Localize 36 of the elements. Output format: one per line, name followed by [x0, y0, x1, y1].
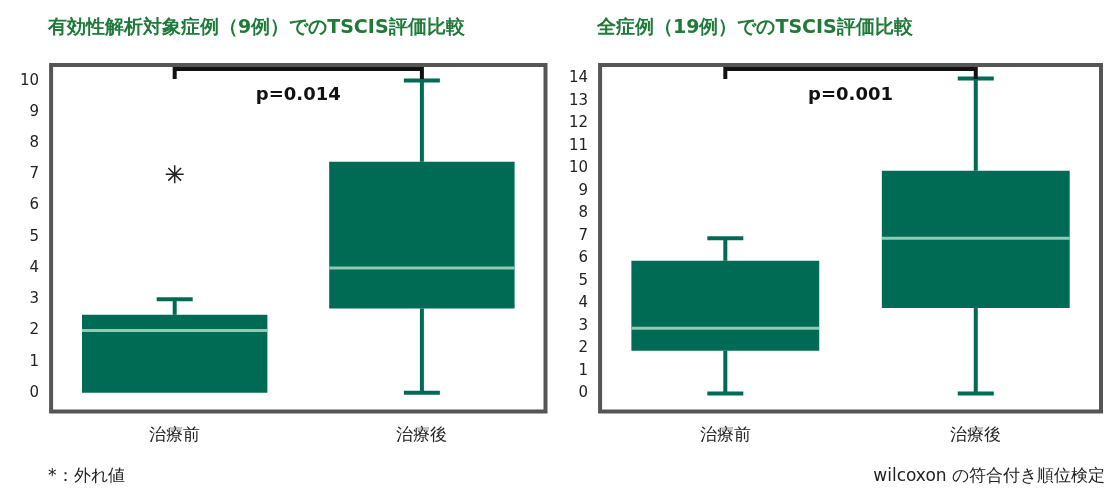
- annotation: p=0.001: [808, 82, 893, 104]
- y-tick-label: 10: [19, 70, 40, 89]
- y-tick-label: 6: [29, 195, 40, 214]
- y-tick-label: 0: [29, 382, 40, 401]
- y-tick-label: 11: [568, 135, 589, 154]
- y-tick-label: 4: [29, 257, 40, 276]
- x-tick-label: 治療後: [396, 424, 448, 445]
- y-tick-label: 5: [578, 270, 589, 289]
- y-tick-label: 2: [29, 320, 40, 339]
- chart-title: 全症例（19例）でのTSCIS評価比較: [596, 14, 914, 39]
- y-tick-label: 1: [29, 351, 40, 370]
- y-tick-label: 13: [568, 90, 589, 109]
- x-tick-label: 治療後: [950, 424, 1002, 445]
- y-tick-label: 4: [578, 293, 589, 312]
- y-tick-label: 2: [578, 338, 589, 357]
- y-tick-label: 12: [568, 113, 589, 132]
- y-tick-label: 7: [578, 225, 589, 244]
- x-tick-label: 治療前: [149, 424, 201, 445]
- y-tick-label: 7: [29, 164, 40, 183]
- y-tick-label: 1: [578, 360, 589, 379]
- text: *：外れ値: [48, 465, 125, 485]
- y-tick-label: 8: [578, 203, 589, 222]
- y-tick-label: 10: [568, 158, 589, 177]
- y-tick-label: 5: [29, 226, 40, 245]
- y-tick-label: 9: [578, 180, 589, 199]
- y-tick-label: 9: [29, 101, 40, 120]
- y-tick-label: 3: [578, 315, 589, 334]
- x-tick-label: 治療前: [699, 424, 751, 445]
- text: wilcoxon の符合付き順位検定: [873, 465, 1105, 485]
- y-tick-label: 0: [578, 383, 589, 402]
- annotation: p=0.014: [255, 82, 341, 104]
- y-tick-label: 6: [578, 248, 589, 267]
- chart-title: 有効性解析対象症例（9例）でのTSCIS評価比較: [47, 14, 466, 39]
- y-tick-label: 8: [29, 132, 40, 151]
- y-tick-label: 3: [29, 289, 40, 308]
- y-tick-label: 14: [568, 68, 589, 87]
